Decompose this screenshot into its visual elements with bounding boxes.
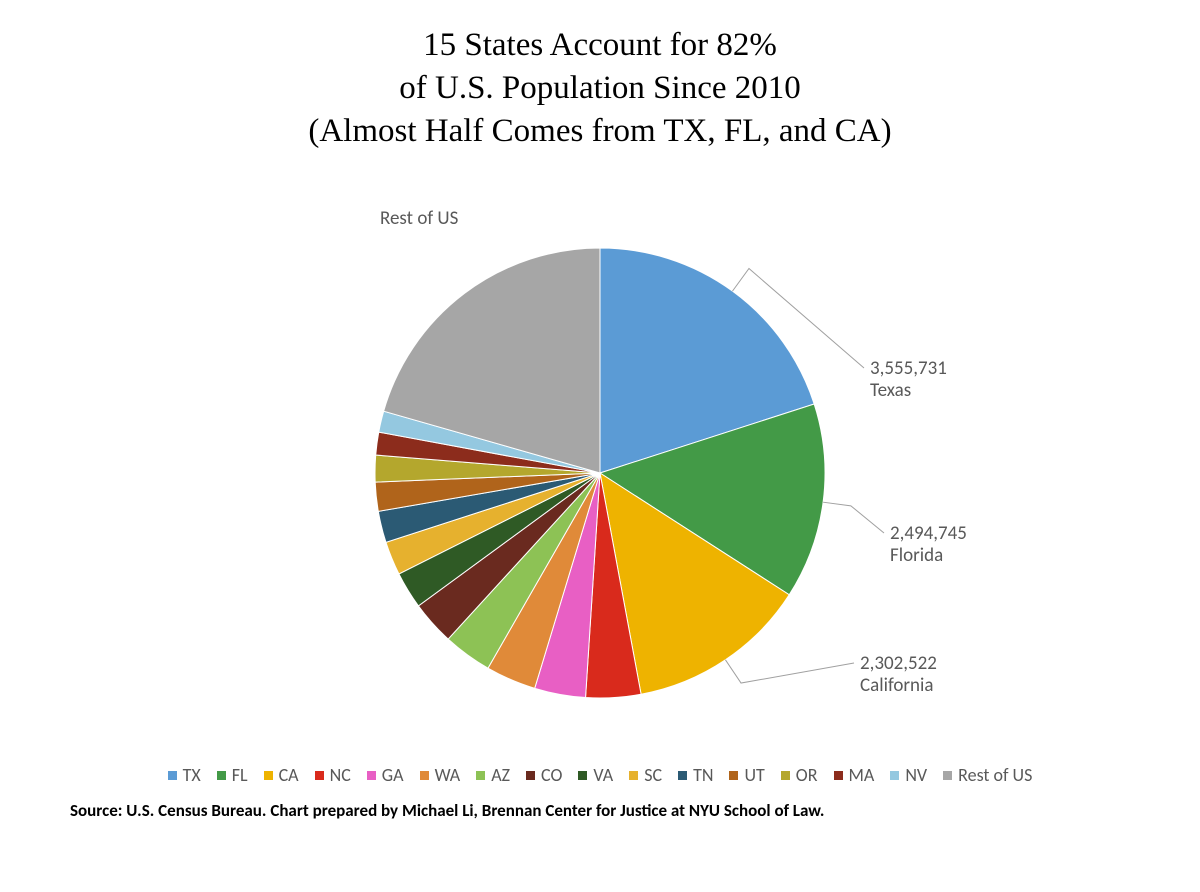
leader-line-fl xyxy=(823,502,884,533)
legend-swatch xyxy=(678,771,687,780)
callout-label: Rest of US xyxy=(380,208,458,231)
callout-rest: Rest of US xyxy=(380,208,458,231)
callout-label: Florida xyxy=(890,545,967,568)
legend-item-sc: SC xyxy=(629,764,662,786)
legend-label: NC xyxy=(330,764,351,786)
legend-label: CO xyxy=(541,764,562,786)
legend-label: GA xyxy=(382,764,404,786)
legend-label: WA xyxy=(435,764,461,786)
legend-label: MA xyxy=(849,764,875,786)
legend-label: OR xyxy=(796,764,818,786)
title-line-1: 15 States Account for 82% xyxy=(0,24,1200,67)
legend-item-tn: TN xyxy=(678,764,713,786)
legend-swatch xyxy=(578,771,587,780)
legend-swatch xyxy=(476,771,485,780)
legend-swatch xyxy=(168,771,177,780)
legend-swatch xyxy=(629,771,638,780)
callout-value: 2,302,522 xyxy=(860,653,937,676)
legend-swatch xyxy=(264,771,273,780)
title-line-3: (Almost Half Comes from TX, FL, and CA) xyxy=(0,110,1200,153)
legend-swatch xyxy=(943,771,952,780)
legend-item-fl: FL xyxy=(217,764,248,786)
legend-item-az: AZ xyxy=(476,764,510,786)
legend-label: VA xyxy=(593,764,613,786)
callout-fl: 2,494,745Florida xyxy=(890,523,967,569)
callout-tx: 3,555,731Texas xyxy=(870,358,947,404)
leader-line-ca xyxy=(725,659,854,682)
title-line-2: of U.S. Population Since 2010 xyxy=(0,67,1200,110)
legend-label: CA xyxy=(279,764,299,786)
legend-label: AZ xyxy=(491,764,510,786)
legend-item-nc: NC xyxy=(315,764,351,786)
legend-swatch xyxy=(526,771,535,780)
legend-label: NV xyxy=(905,764,927,786)
legend: TX FL CA NC GA WA AZ CO VA SC TN UT OR MA NV Rest of US xyxy=(50,763,1150,787)
legend-swatch xyxy=(890,771,899,780)
legend-swatch xyxy=(420,771,429,780)
legend-item-ma: MA xyxy=(834,764,875,786)
legend-label: FL xyxy=(232,764,248,786)
callout-label: Texas xyxy=(870,380,947,403)
pie-chart-area: 3,555,731Texas 2,494,745Florida 2,302,522C… xyxy=(0,153,1200,753)
legend-swatch xyxy=(315,771,324,780)
legend-item-tx: TX xyxy=(168,764,201,786)
legend-item-ca: CA xyxy=(264,764,299,786)
chart-title: 15 States Account for 82% of U.S. Popula… xyxy=(0,0,1200,153)
legend-item-wa: WA xyxy=(420,764,461,786)
callout-value: 3,555,731 xyxy=(870,358,947,381)
legend-label: TN xyxy=(693,764,713,786)
legend-swatch xyxy=(367,771,376,780)
legend-label: TX xyxy=(183,764,201,786)
callout-label: California xyxy=(860,675,937,698)
legend-label: SC xyxy=(644,764,662,786)
pie-chart-svg xyxy=(0,153,1200,753)
legend-swatch xyxy=(834,771,843,780)
legend-item-nv: NV xyxy=(890,764,927,786)
legend-item-va: VA xyxy=(578,764,613,786)
legend-item-co: CO xyxy=(526,764,562,786)
callout-value: 2,494,745 xyxy=(890,523,967,546)
legend-item-or: OR xyxy=(781,764,818,786)
legend-label: Rest of US xyxy=(958,764,1032,786)
callout-ca: 2,302,522California xyxy=(860,653,937,699)
legend-label: UT xyxy=(744,764,764,786)
legend-swatch xyxy=(217,771,226,780)
legend-swatch xyxy=(781,771,790,780)
source-line: Source: U.S. Census Bureau. Chart prepar… xyxy=(30,800,1170,821)
legend-item-rest: Rest of US xyxy=(943,764,1032,786)
legend-swatch xyxy=(729,771,738,780)
legend-item-ut: UT xyxy=(729,764,764,786)
legend-item-ga: GA xyxy=(367,764,404,786)
